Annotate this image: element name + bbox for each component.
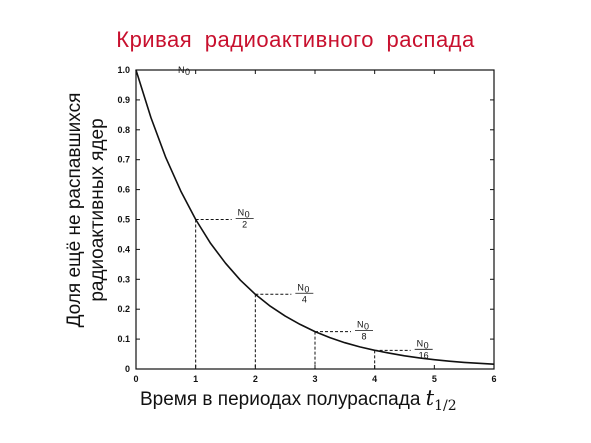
y-tick-label: 0.1	[117, 334, 130, 344]
x-axis-label-text: Время в периодах полураспада	[140, 389, 421, 410]
marker-label-subscript: 0	[304, 284, 309, 294]
y-tick-label: 0.8	[117, 125, 130, 135]
x-axis-label-subscript: 1/2	[434, 398, 457, 414]
y-tick-label: 1.0	[117, 65, 130, 75]
x-axis-label: Время в периодах полураспада t1/2	[140, 386, 457, 414]
marker-label-denominator: 16	[419, 350, 429, 360]
y-tick-label: 0.4	[117, 244, 130, 254]
half-life-marker-3: N 08	[314, 320, 373, 369]
marker-label-numerator: N	[297, 282, 304, 292]
marker-label-subscript: 0	[185, 67, 190, 77]
plot-frame	[135, 69, 495, 370]
half-life-marker-2: N 04	[254, 282, 314, 369]
y-tick-label: 0.9	[117, 95, 130, 105]
y-tick-label: 0.3	[117, 274, 130, 284]
half-life-marker-1: N 02	[195, 208, 254, 369]
marker-label-denominator: 8	[361, 332, 366, 342]
y-tick-label: 0.2	[117, 304, 130, 314]
chart-title: Кривая радиоактивного распада	[116, 27, 475, 52]
x-tick-label: 1	[193, 374, 198, 384]
y-tick-label: 0.6	[117, 185, 130, 195]
decay-curve	[135, 69, 495, 365]
x-tick-label: 6	[491, 374, 496, 384]
marker-label-subscript: 0	[245, 210, 250, 220]
y-tick-label: 0.5	[117, 215, 130, 225]
marker-label-denominator: 2	[242, 220, 247, 230]
marker-label-denominator: 4	[302, 294, 307, 304]
y-tick-label: 0	[125, 364, 130, 374]
marker-label-numerator: N	[357, 320, 364, 330]
half-life-marker-4: N 016	[374, 338, 433, 369]
marker-label-numerator: N	[238, 208, 245, 218]
x-tick-label: 5	[432, 374, 437, 384]
marker-label-subscript: 0	[424, 340, 429, 350]
x-tick-label: 4	[372, 374, 377, 384]
x-tick-label: 3	[312, 374, 317, 384]
x-tick-label: 0	[133, 374, 138, 384]
marker-label-numerator: N	[417, 338, 424, 348]
y-tick-label: 0.7	[117, 155, 130, 165]
x-axis-label-symbol: t	[425, 386, 435, 410]
x-tick-label: 2	[253, 374, 258, 384]
marker-label-numerator: N	[178, 65, 185, 75]
marker-label-subscript: 0	[364, 322, 369, 332]
